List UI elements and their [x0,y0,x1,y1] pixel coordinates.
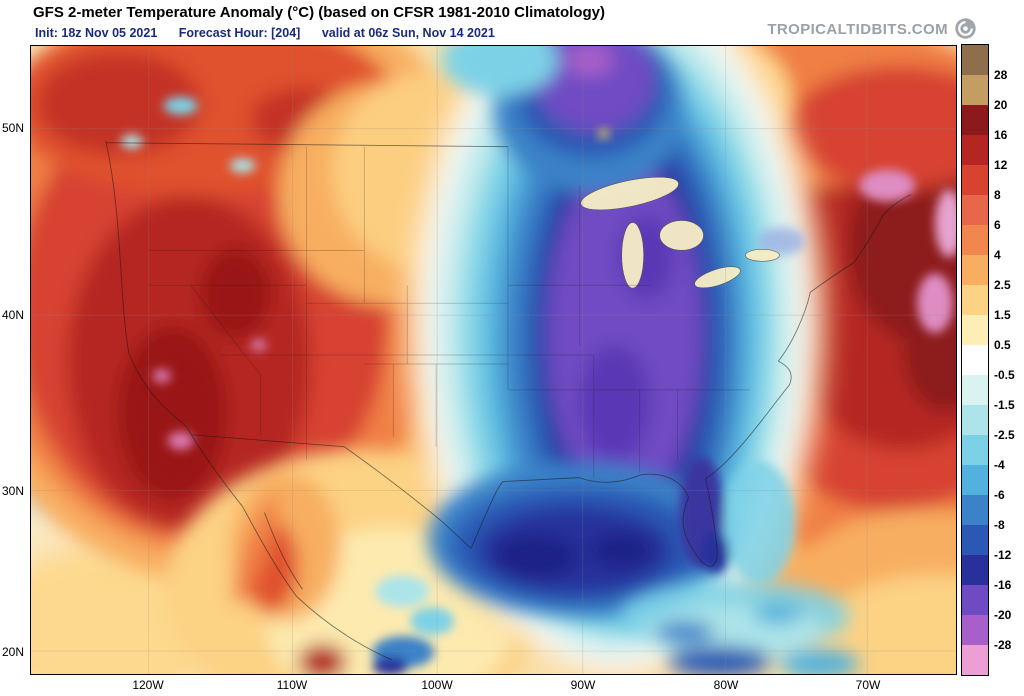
colorbar-tick-label: -8 [994,518,1005,532]
colorbar-tick-label: 6 [994,218,1001,232]
colorbar-swatch [962,315,988,345]
colorbar-swatch [962,585,988,615]
lon-tick-label: 90W [570,678,596,692]
colorbar-tick-label: -12 [994,548,1012,562]
colorbar-swatch [962,525,988,555]
florida-layer [679,456,796,585]
colorbar-tick-label: 1.5 [994,308,1011,322]
lon-axis: 120W 110W 100W 90W 80W 70W [30,677,957,695]
colorbar-tick-label: -20 [994,608,1012,622]
forecast-hour: Forecast Hour: [204] [178,26,301,40]
colorbar-tick-label: -6 [994,488,1005,502]
colorbar-swatch [962,495,988,525]
page-title: GFS 2-meter Temperature Anomaly (°C) (ba… [33,4,605,21]
colorbar-swatch [962,435,988,465]
lon-tick-label: 110W [276,678,308,692]
colorbar-tick-label: -4 [994,458,1005,472]
colorbar-tick-label: 28 [994,68,1008,82]
colorbar-swatch [962,555,988,585]
lon-tick-label: 120W [132,678,164,692]
colorbar-tick-label: 20 [994,98,1008,112]
mexico-cool-spots-layer [372,575,455,674]
graticule [31,46,956,674]
valid-time: valid at 06z Sun, Nov 14 2021 [321,26,495,40]
colorbar-swatch [962,75,988,105]
colorbar-tick-label: -28 [994,638,1012,652]
colorbar-swatch [962,285,988,315]
stlawrence-cool-spot [757,227,806,256]
colorbar-tick-label: -0.5 [994,368,1015,382]
hudson-island-warm-spot [598,128,609,139]
great-lakes [580,176,780,289]
colorbar-tick-label: -16 [994,578,1012,592]
state-borders [148,146,750,478]
colorbar-swatch [962,645,988,675]
colorbar-swatches [961,44,989,676]
colorbar-swatch [962,225,988,255]
lat-tick-label: 40N [1,308,24,322]
lat-axis: 50N 40N 30N 20N [0,45,27,675]
map-canvas [30,45,957,675]
colorbar-swatch [962,105,988,135]
lat-tick-label: 30N [1,484,24,498]
run-info: Init: 18z Nov 05 2021 Forecast Hour: [20… [35,26,513,40]
colorbar-swatch [962,195,988,225]
lat-tick-label: 20N [1,645,24,659]
coastline-borders [105,140,912,661]
site-watermark: TROPICALTIDBITS.COM [767,21,948,38]
lon-tick-label: 100W [421,678,453,692]
init-time: Init: 18z Nov 05 2021 [35,26,158,40]
colorbar-tick-label: 12 [994,158,1008,172]
colorbar-swatch [962,255,988,285]
colorbar-tick-label: 16 [994,128,1008,142]
colorbar-swatch [962,375,988,405]
colorbar-tick-label: 8 [994,188,1001,202]
colorbar-swatch [962,465,988,495]
west-warm-detail-layer [120,96,267,450]
colorbar-swatch [962,45,988,75]
colorbar-tick-label: -1.5 [994,398,1015,412]
colorbar-tick-label: -2.5 [994,428,1015,442]
site-logo-icon [955,18,976,39]
lon-tick-label: 70W [855,678,881,692]
caribbean-layer [619,580,860,674]
lon-tick-label: 80W [713,678,739,692]
gulf-cold-layer [428,461,732,618]
lat-tick-label: 50N [1,121,24,135]
colorbar-swatch [962,135,988,165]
colorbar-ticks: 28 20 16 12 8 6 4 2.5 1.5 0.5 -0.5 -1.5 -2.5 -4 -6 -8 -1… [994,45,1024,675]
colorbar-swatch [962,405,988,435]
colorbar-swatch [962,615,988,645]
colorbar-swatch [962,345,988,375]
colorbar-tick-label: 4 [994,248,1001,262]
east-warm-detail-layer [859,169,956,334]
colorbar-swatch [962,165,988,195]
colorbar-tick-label: 2.5 [994,278,1011,292]
colorbar-tick-label: 0.5 [994,338,1011,352]
